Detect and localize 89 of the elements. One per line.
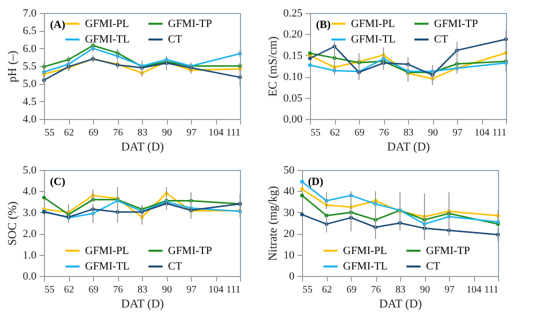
y-tick-label: 6.0	[22, 42, 37, 55]
x-axis-title: DAT (D)	[387, 140, 430, 154]
x-tick-label: 69	[354, 128, 364, 138]
annotation: (B)	[316, 19, 331, 31]
x-tick-label: 90	[428, 128, 438, 138]
x-tick-label: 111	[226, 128, 240, 138]
legend-label: GFMI-PL	[85, 244, 130, 257]
y-tick-label: 0.10	[283, 71, 303, 84]
x-tick-label: 76	[113, 128, 123, 138]
x-tick-label: 69	[88, 284, 98, 296]
x-tick-label: 62	[322, 284, 332, 296]
x-tick-label: 90	[162, 284, 172, 296]
legend-label: GFMI-PL	[85, 18, 130, 30]
annotation: (C)	[50, 176, 66, 188]
x-tick-label: 104	[208, 128, 224, 138]
y-tick-label: 0.15	[283, 50, 303, 62]
x-tick-label: 111	[484, 284, 498, 296]
x-tick-label: 76	[371, 284, 381, 296]
x-tick-label: 97	[186, 284, 196, 296]
legend-label: GFMI-TL	[351, 34, 396, 46]
x-tick-label: 97	[186, 128, 196, 138]
x-tick-label: 62	[64, 128, 74, 138]
x-tick-label: 111	[226, 284, 240, 296]
y-tick-label: 5.5	[22, 60, 37, 72]
y-tick-label: 50	[284, 164, 295, 176]
y-tick-label: 4.5	[22, 96, 37, 108]
legend-label: GFMI-PL	[351, 18, 396, 30]
x-axis-title: DAT (D)	[121, 296, 164, 310]
annotation: (A)	[50, 19, 66, 31]
x-tick-label: 111	[492, 128, 506, 138]
y-tick-label: 2.0	[22, 228, 37, 240]
x-tick-label: 69	[346, 284, 356, 296]
y-tick-label: 20	[284, 228, 295, 240]
x-tick-label: 76	[379, 128, 389, 138]
x-axis-title: DAT (D)	[121, 140, 164, 154]
x-tick-label: 69	[88, 128, 98, 138]
y-tick-label: 0.20	[283, 28, 303, 41]
x-tick-label: 97	[444, 284, 454, 296]
legend-label: CT	[426, 260, 440, 272]
y-tick-label: 0.05	[283, 92, 303, 104]
y-tick-label: 10	[284, 249, 295, 262]
x-tick-label: 83	[138, 284, 148, 296]
y-axis-title: SOC (%)	[4, 201, 19, 246]
x-tick-label: 55	[44, 128, 54, 138]
y-axis-title: pH (–)	[4, 50, 19, 82]
y-tick-label: 30	[284, 206, 295, 219]
legend-label: GFMI-TL	[85, 34, 130, 46]
x-tick-label: 83	[404, 128, 414, 138]
x-tick-label: 104	[466, 284, 482, 296]
x-tick-label: 104	[474, 128, 490, 138]
x-axis-title: DAT (D)	[379, 296, 422, 310]
x-tick-label: 83	[396, 284, 406, 296]
y-axis-title: EC (mS/cm)	[265, 36, 280, 97]
legend-label: CT	[168, 34, 182, 46]
y-tick-label: 5.0	[22, 164, 37, 176]
x-tick-label: 55	[302, 284, 312, 296]
y-tick-label: 7.0	[22, 8, 37, 20]
legend-label: CT	[434, 34, 448, 46]
y-tick-label: 4.0	[22, 114, 37, 126]
y-tick-label: 5.0	[22, 78, 37, 90]
x-tick-label: 55	[44, 284, 54, 296]
annotation: (D)	[308, 176, 324, 188]
x-tick-label: 62	[64, 284, 74, 296]
y-tick-label: 4.0	[22, 186, 37, 198]
y-tick-label: 1.0	[22, 249, 37, 262]
legend-label: GFMI-TL	[343, 260, 388, 272]
legend-label: GFMI-TP	[426, 244, 470, 257]
x-tick-label: 104	[208, 284, 224, 296]
legend-label: GFMI-TP	[168, 18, 212, 30]
y-tick-label: 3.0	[22, 206, 37, 219]
y-axis-title: Nitrate (mg/kg)	[266, 186, 280, 261]
x-tick-label: 83	[138, 128, 148, 138]
legend-label: GFMI-TL	[85, 260, 130, 272]
legend-label: GFMI-TP	[434, 18, 478, 30]
y-tick-label: 0	[289, 270, 295, 282]
x-tick-label: 90	[420, 284, 430, 296]
y-tick-label: 0.00	[283, 114, 303, 126]
legend-label: GFMI-TP	[168, 244, 212, 257]
x-tick-label: 97	[452, 128, 462, 138]
x-tick-label: 55	[310, 128, 320, 138]
y-tick-label: 0.25	[283, 8, 303, 20]
y-tick-label: 40	[284, 186, 295, 198]
x-tick-label: 76	[113, 284, 123, 296]
y-tick-label: 0.0	[22, 270, 37, 282]
legend-label: CT	[168, 260, 182, 272]
x-tick-label: 62	[330, 128, 340, 138]
y-tick-label: 6.5	[22, 25, 37, 38]
legend-label: GFMI-PL	[343, 244, 388, 257]
x-tick-label: 90	[162, 128, 172, 138]
